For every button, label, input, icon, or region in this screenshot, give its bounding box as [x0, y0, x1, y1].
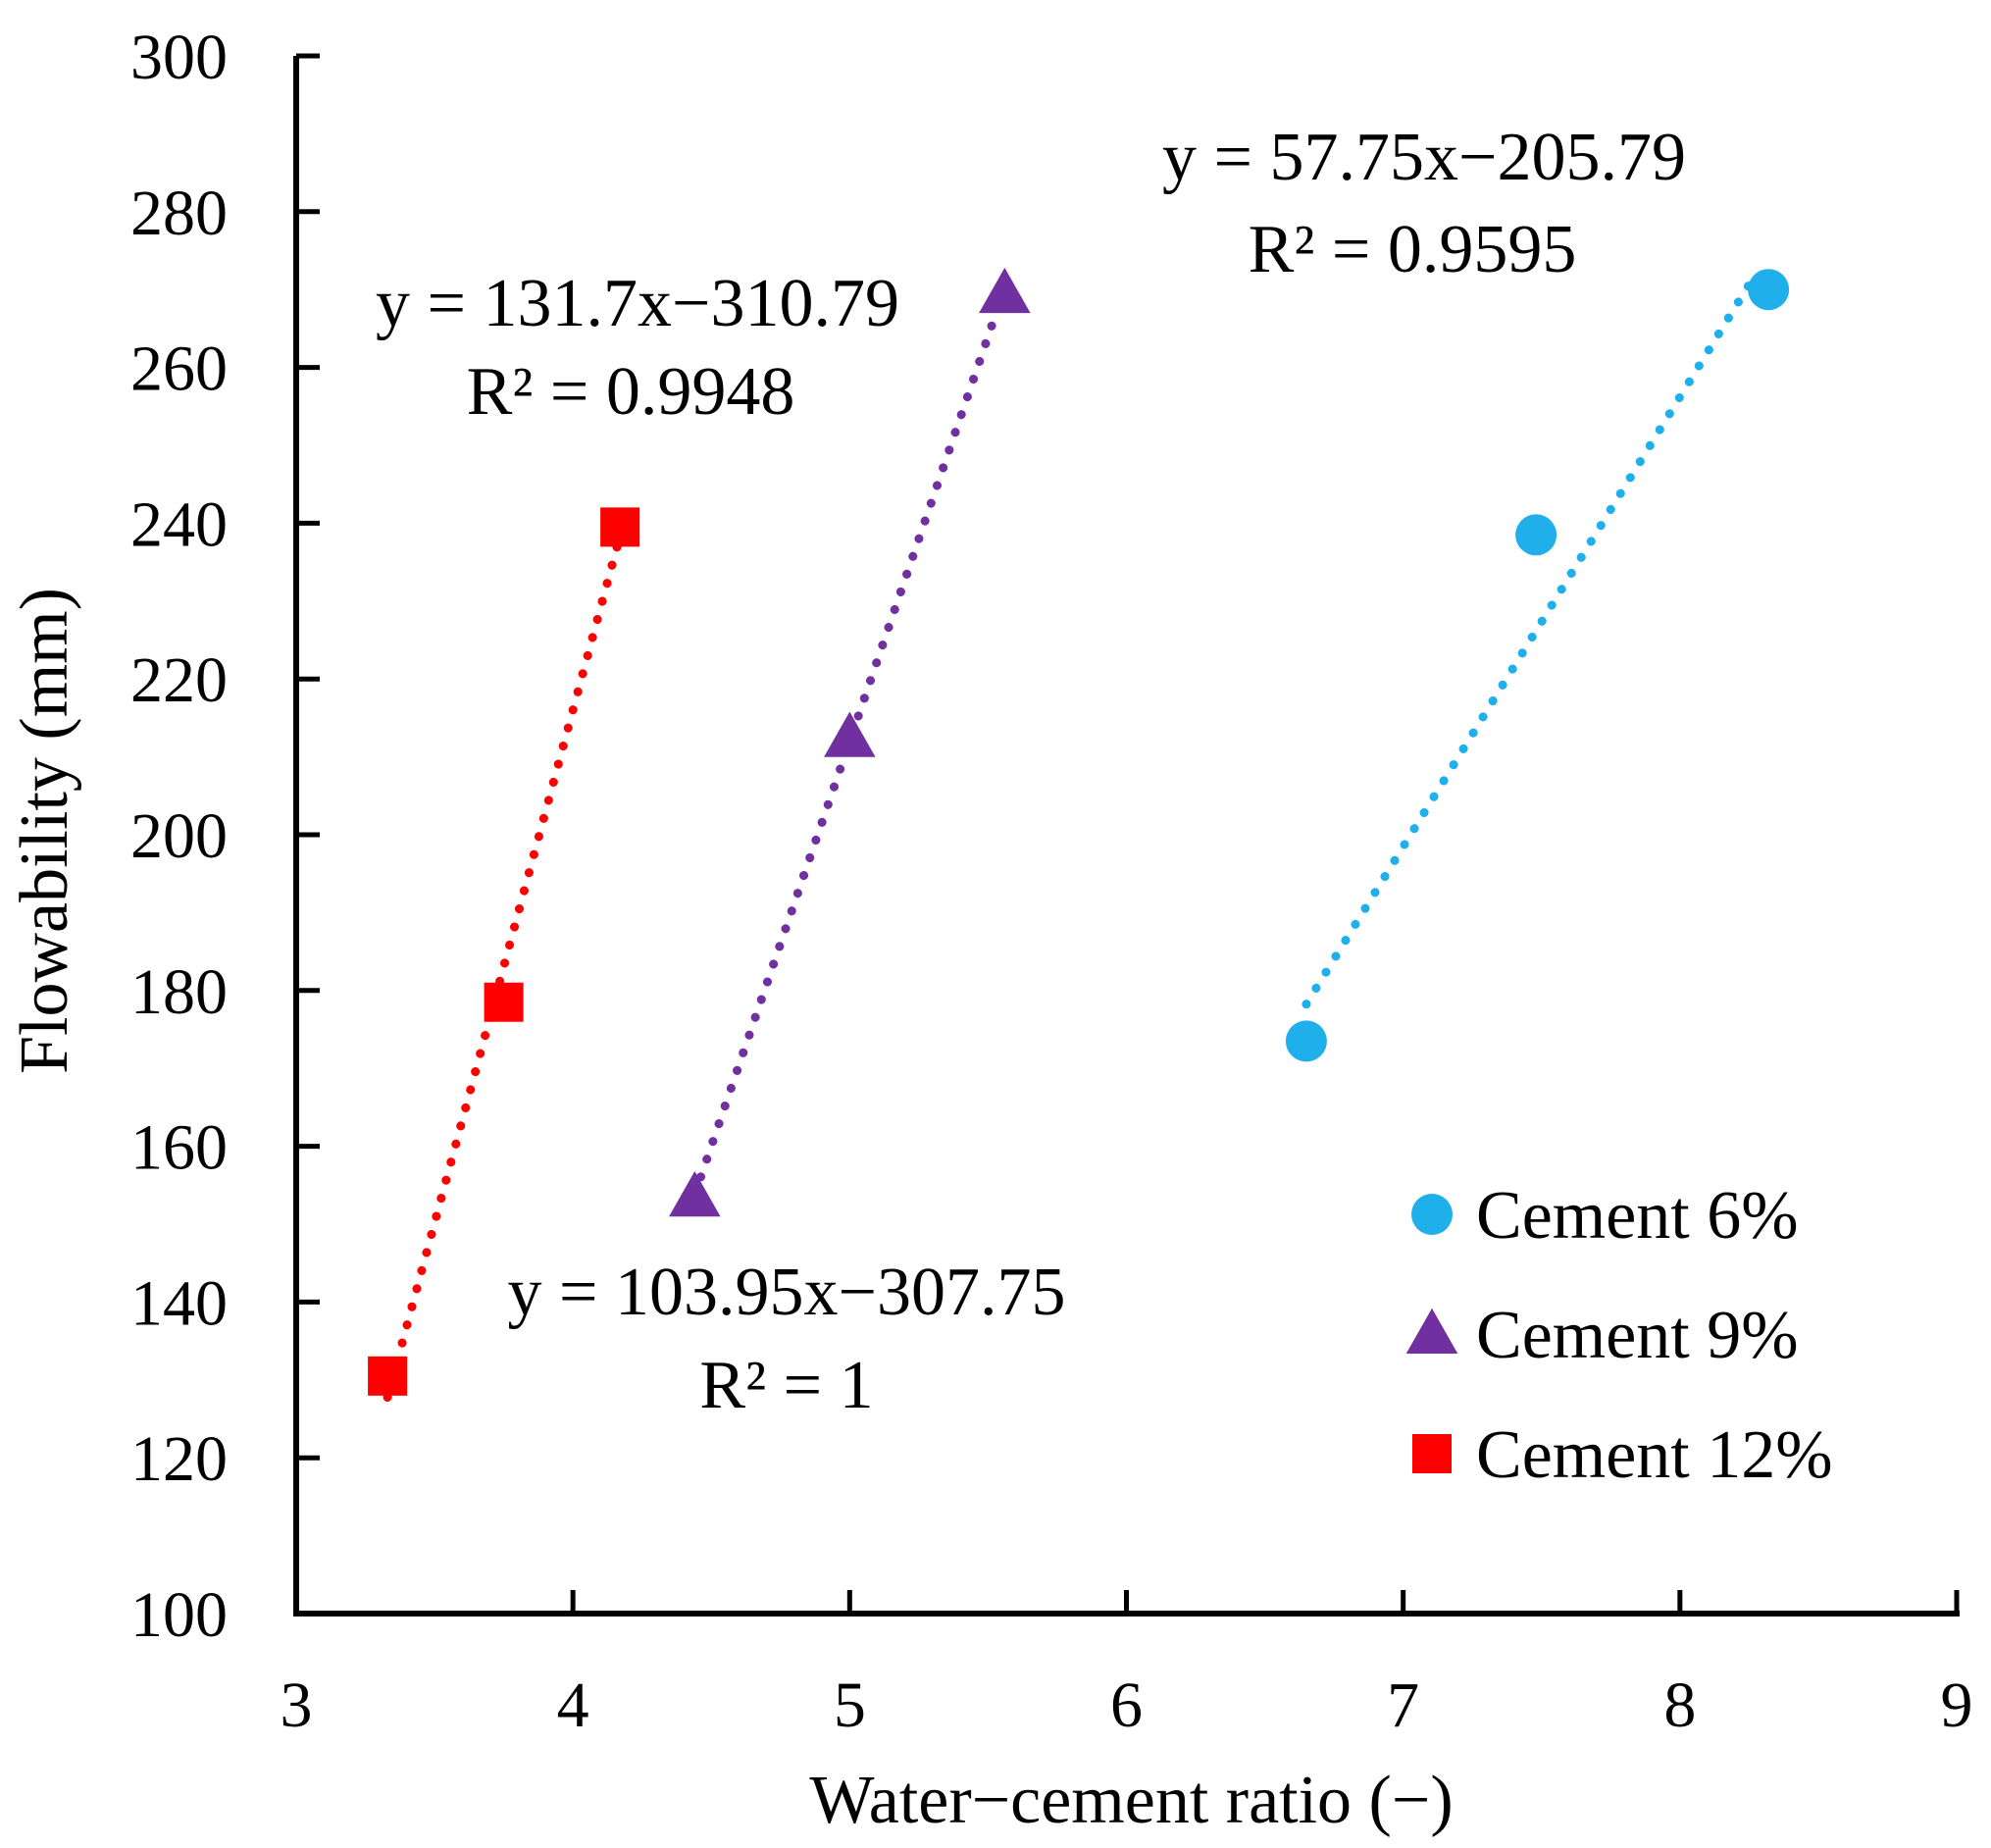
- data-point-triangle-series-2: [979, 267, 1031, 314]
- y-tick-label: 140: [130, 1267, 228, 1339]
- y-tick-label: 240: [130, 488, 228, 560]
- y-tick-label: 100: [130, 1579, 228, 1651]
- y-tick-label: 200: [130, 800, 228, 872]
- trendline-series-3: [383, 510, 631, 1402]
- y-tick-label: 160: [130, 1112, 228, 1184]
- trendline-r-squared: R² = 1: [699, 1348, 873, 1423]
- legend-label: Cement 9%: [1476, 1298, 1799, 1373]
- x-tick-label: 5: [834, 1669, 866, 1741]
- labels: 100 120 140 160 180 200 220 240 260 280 300 3 4 5 6 7 8 9…: [7, 22, 1973, 1838]
- data-points: [368, 267, 1790, 1396]
- trendline-r-squared: R² = 0.9595: [1249, 212, 1577, 287]
- x-tick-label: 8: [1663, 1669, 1696, 1741]
- trendline-r-squared: R² = 0.9948: [467, 354, 795, 430]
- data-point-circle-series-1: [1285, 1020, 1327, 1062]
- x-tick-label: 3: [281, 1669, 313, 1741]
- data-point-square-series-3: [484, 982, 524, 1022]
- y-tick-label: 120: [130, 1423, 228, 1495]
- y-tick-label: 260: [130, 334, 228, 405]
- x-axis-title: Water−cement ratio (−): [809, 1763, 1453, 1838]
- legend-label: Cement 6%: [1476, 1178, 1799, 1254]
- trendline-equation: y = 131.7x−310.79: [376, 266, 899, 341]
- x-tick-label: 9: [1941, 1669, 1973, 1741]
- legend-marker-triangle: [1405, 1308, 1458, 1354]
- trendline-series-1: [1302, 266, 1762, 1009]
- y-tick-label: 300: [130, 22, 228, 93]
- x-tick-label: 6: [1110, 1669, 1143, 1741]
- y-tick-label: 280: [130, 178, 228, 249]
- legend-marker-square: [1412, 1434, 1452, 1473]
- legend: Cement 6% Cement 9% Cement 12%: [1405, 1178, 1833, 1493]
- legend-marker-circle: [1411, 1194, 1453, 1235]
- x-tick-label: 4: [557, 1669, 589, 1741]
- data-point-circle-series-1: [1748, 269, 1790, 311]
- trendline-equation: y = 57.75x−205.79: [1162, 120, 1686, 195]
- trendline-equation: y = 103.95x−307.75: [508, 1255, 1066, 1330]
- data-point-triangle-series-2: [824, 711, 876, 757]
- axes: [293, 53, 1960, 1617]
- trendlines: [383, 266, 1762, 1402]
- data-point-triangle-series-2: [669, 1170, 721, 1217]
- legend-label: Cement 12%: [1476, 1417, 1833, 1493]
- y-tick-label: 180: [130, 956, 228, 1028]
- x-tick-label: 7: [1387, 1669, 1419, 1741]
- y-tick-label: 220: [130, 644, 228, 716]
- data-point-square-series-3: [600, 507, 640, 547]
- y-axis-title: Flowability (mm): [7, 588, 82, 1074]
- data-point-circle-series-1: [1515, 514, 1557, 556]
- data-point-square-series-3: [368, 1356, 408, 1396]
